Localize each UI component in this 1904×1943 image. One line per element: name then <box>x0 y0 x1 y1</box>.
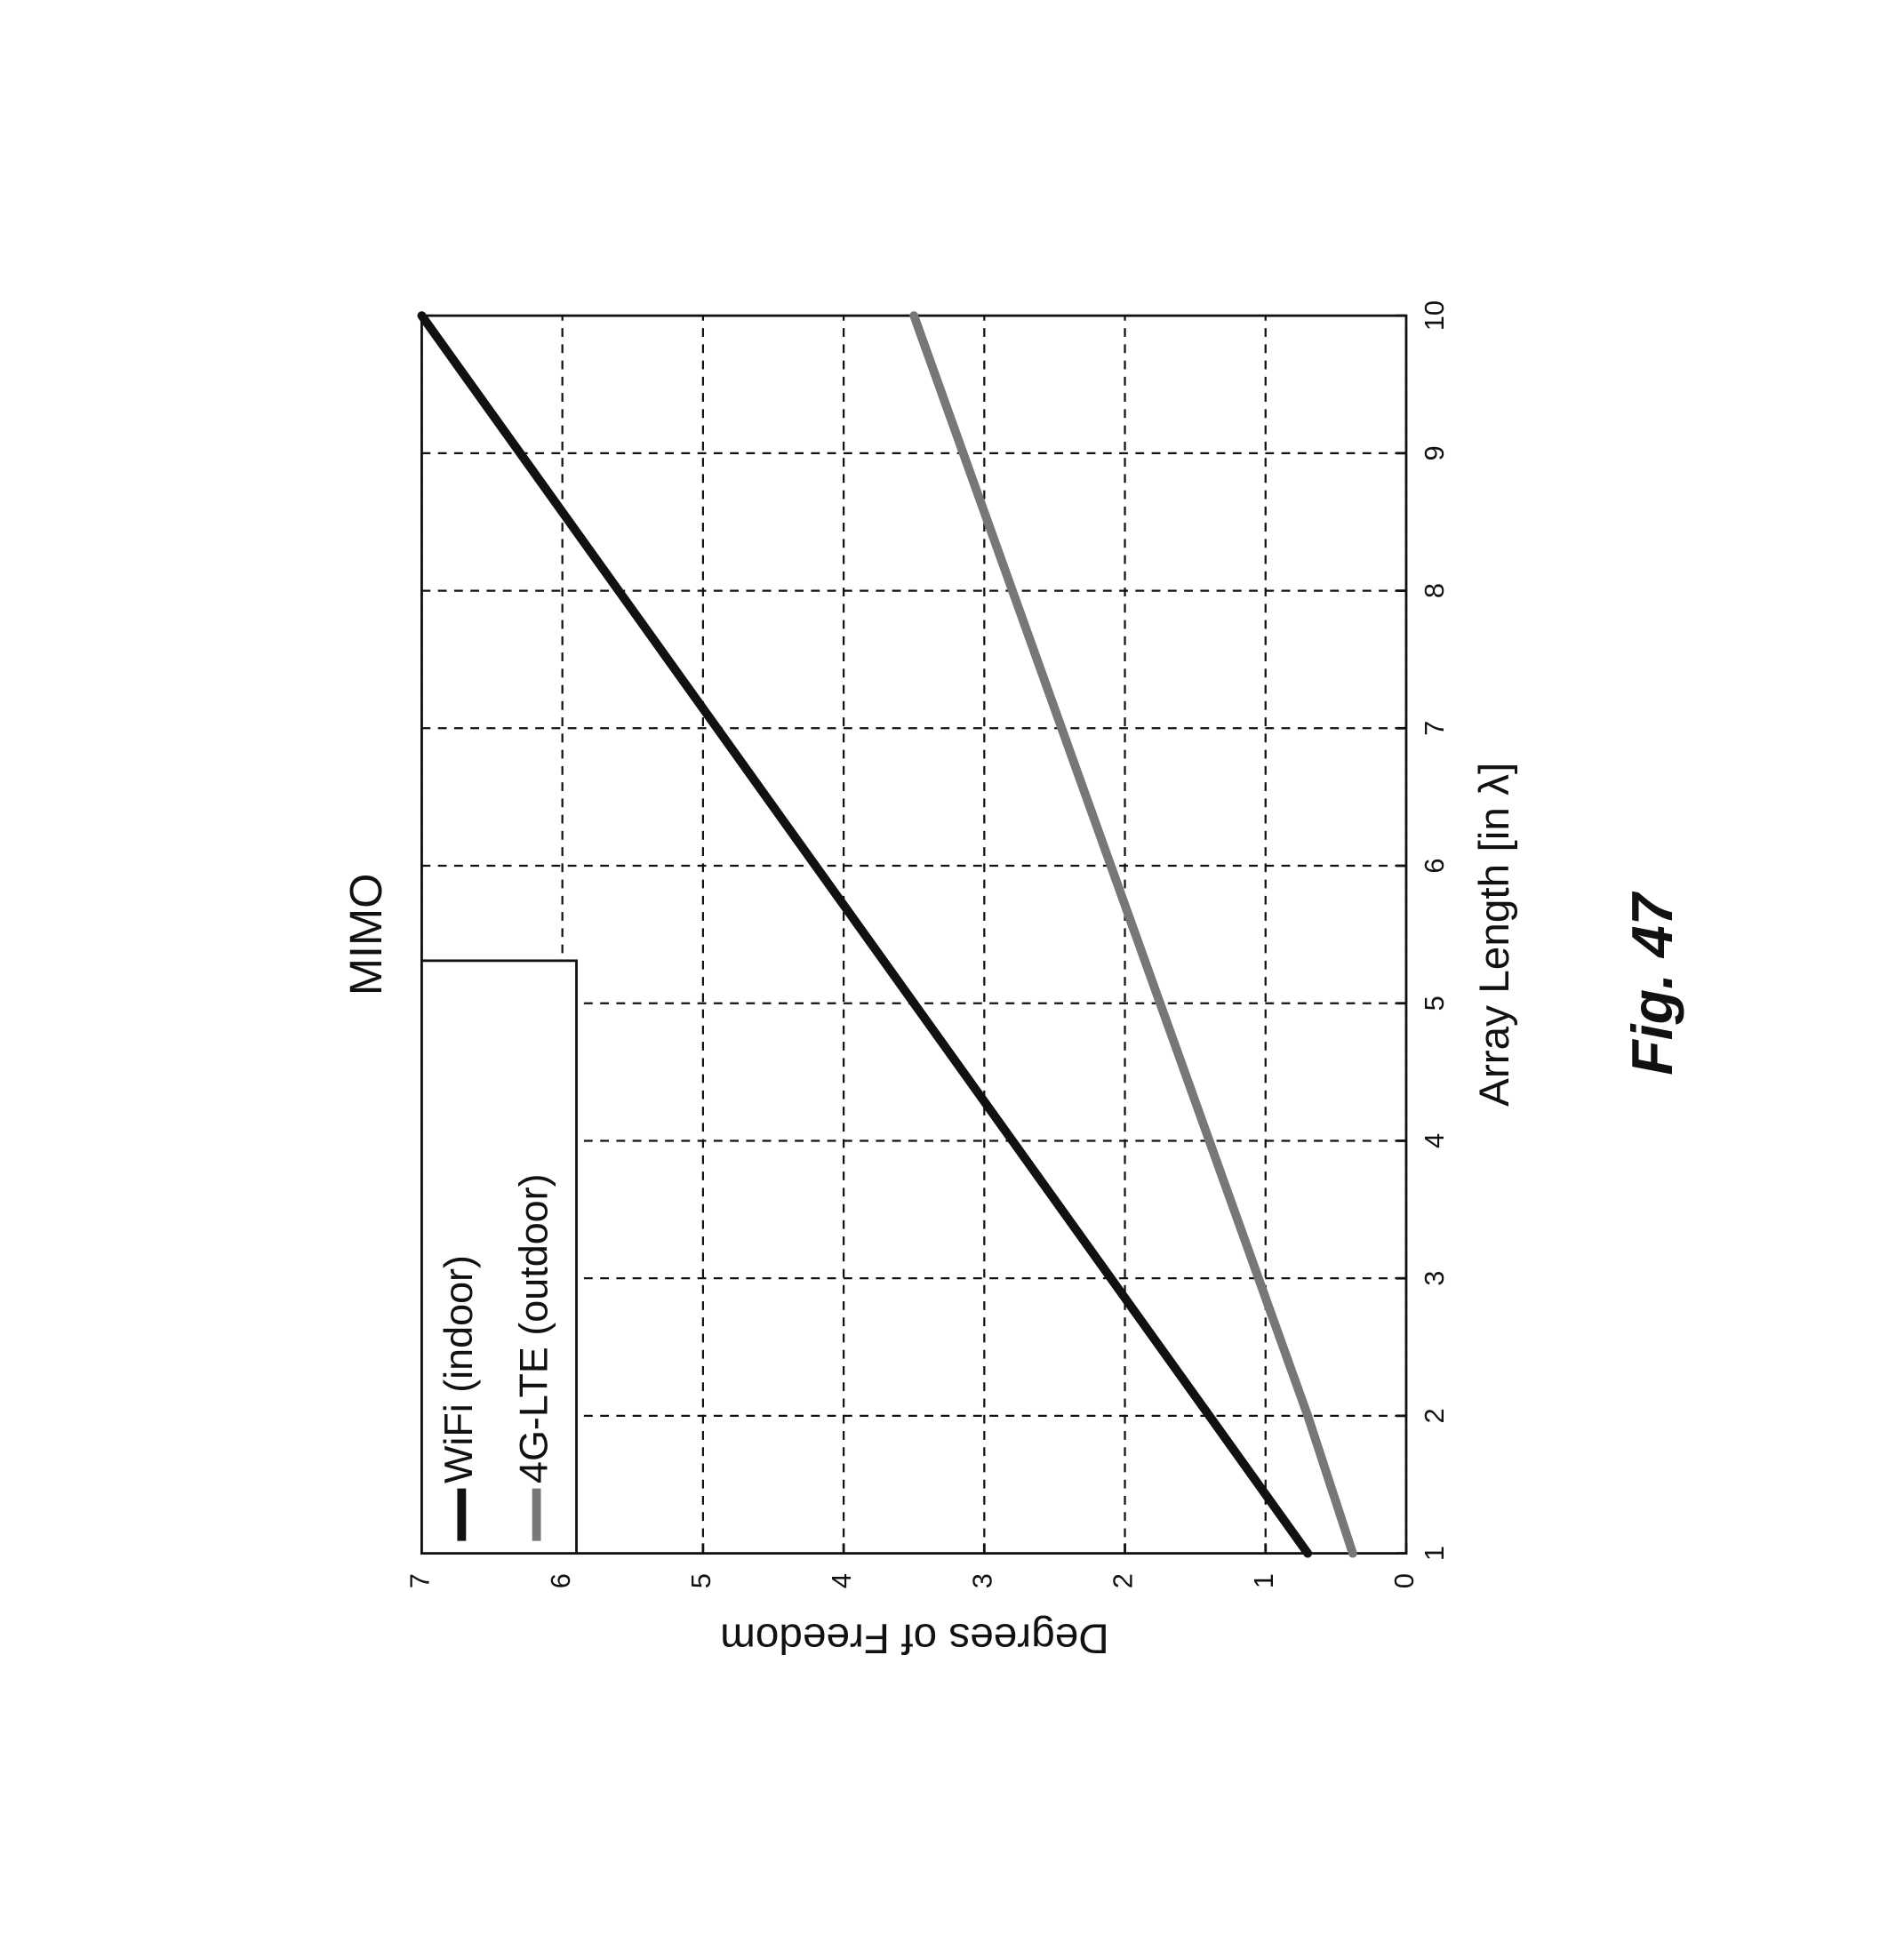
rotated-chart: MIMO Array Length [in λ] Degrees of Free… <box>340 300 1684 1662</box>
y-tick-label: 0 <box>1388 1573 1420 1588</box>
x-tick-label: 9 <box>1419 445 1450 460</box>
x-tick-label: 7 <box>1419 721 1450 736</box>
figure-caption: Fig. 47 <box>1620 891 1684 1075</box>
x-tick-label: 4 <box>1419 1133 1450 1148</box>
x-tick-label: 2 <box>1419 1408 1450 1423</box>
y-tick-label: 6 <box>545 1573 576 1588</box>
chart-title: MIMO <box>340 874 391 996</box>
x-tick-label: 5 <box>1419 995 1450 1011</box>
data-line <box>914 316 1353 1553</box>
y-tick-label: 3 <box>966 1573 997 1588</box>
x-tick-label: 1 <box>1419 1546 1450 1561</box>
x-tick-label: 8 <box>1419 583 1450 598</box>
y-tick-label: 1 <box>1248 1573 1279 1588</box>
x-tick-label: 3 <box>1419 1271 1450 1286</box>
x-axis-label: Array Length [in λ] <box>1471 763 1518 1107</box>
legend-label: WiFi (indoor) <box>436 1255 481 1483</box>
y-axis-label: Degrees of Freedom <box>720 1615 1109 1662</box>
x-tick-label: 10 <box>1419 300 1450 331</box>
figure: MIMO Array Length [in λ] Degrees of Free… <box>340 300 1684 1662</box>
x-tick-label: 6 <box>1419 858 1450 873</box>
legend-label: 4G-LTE (outdoor) <box>510 1173 556 1483</box>
chart: MIMO Array Length [in λ] Degrees of Free… <box>0 0 1904 1943</box>
y-tick-label: 2 <box>1108 1573 1139 1588</box>
y-tick-label: 7 <box>404 1573 436 1588</box>
y-tick-label: 5 <box>685 1573 716 1588</box>
y-tick-label: 4 <box>826 1573 857 1588</box>
